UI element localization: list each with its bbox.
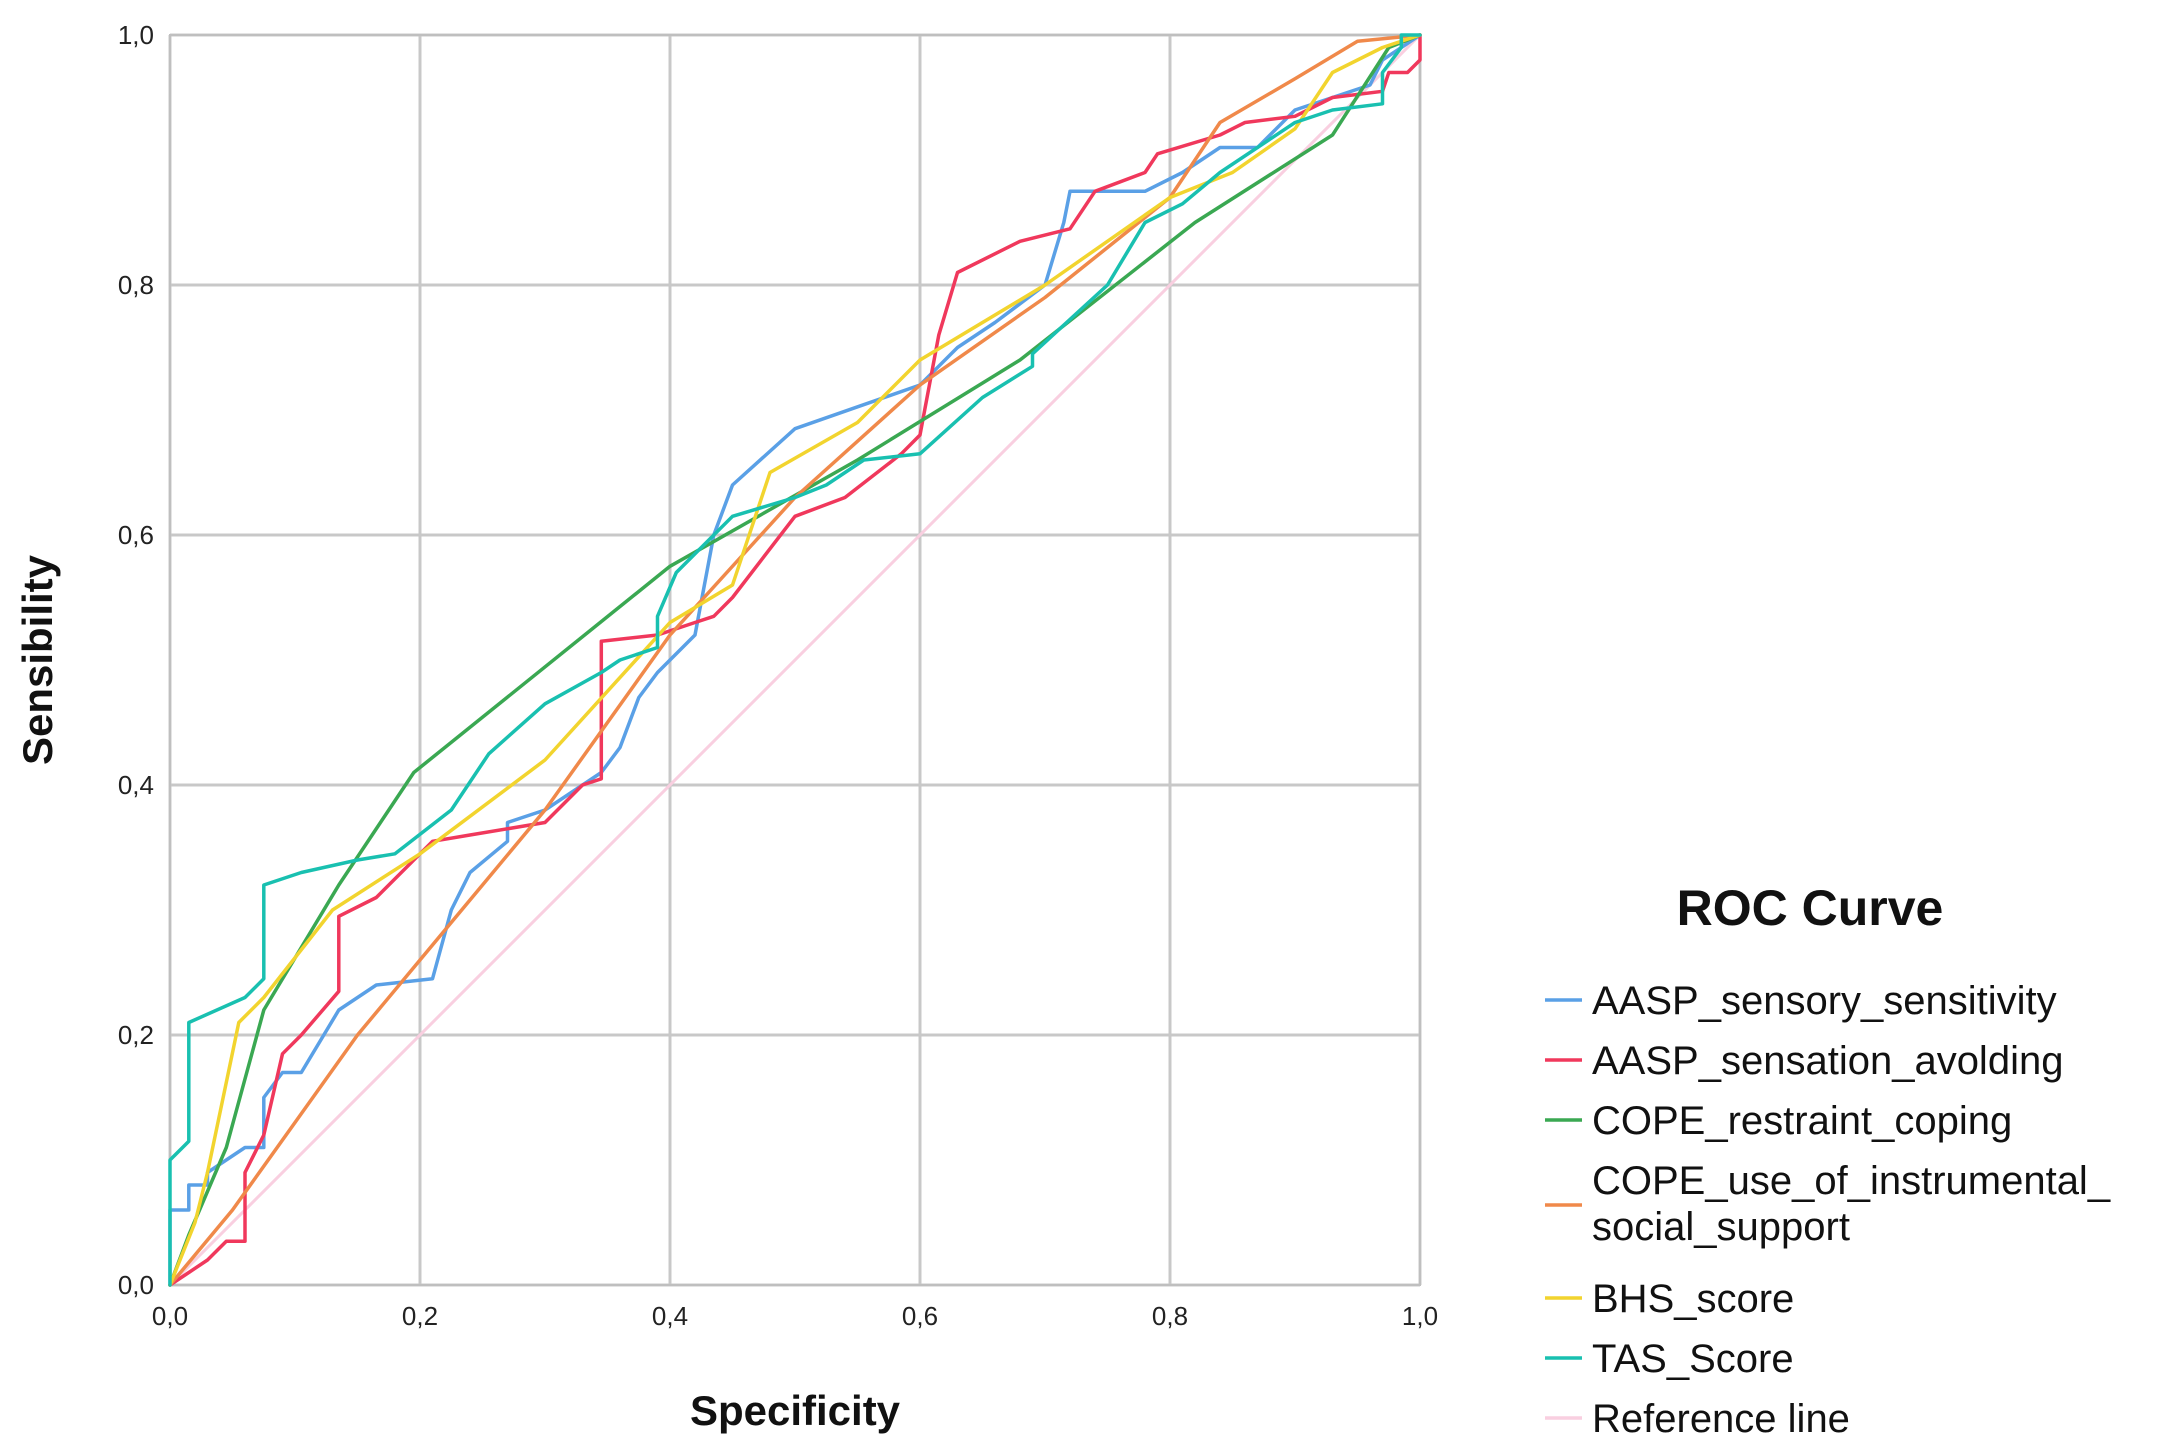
y-tick-label: 0,0 [118,1270,154,1300]
legend-title: ROC Curve [1677,880,1944,936]
series-lines [168,33,1422,1287]
legend-item-bhs-score: BHS_score [1545,1277,1794,1321]
legend-label: TAS_Score [1592,1337,1794,1381]
y-tick-label: 0,2 [118,1020,154,1050]
x-tick-label: 0,4 [652,1301,688,1331]
legend-item-cope-use-of-instrumental-social-support: COPE_use_of_instrumental_ social_support [1545,1159,2111,1249]
legend-item-aasp-sensory-sensitivity: AASP_sensory_sensitivity [1545,979,2057,1023]
legend: ROC Curve AASP_sensory_sensitivity AASP_s… [1545,880,2111,1441]
legend-item-tas-score: TAS_Score [1545,1337,1794,1381]
series-line-aasp-sensation-avolding [168,33,1422,1287]
series-line-reference-line [168,33,1422,1287]
x-tick-label: 0,6 [902,1301,938,1331]
y-tick-label: 0,8 [118,270,154,300]
series-line-cope-restraint-coping [168,33,1422,1287]
y-tick-label: 1,0 [118,20,154,50]
legend-item-cope-restraint-coping: COPE_restraint_coping [1545,1099,2012,1143]
tick-labels: 0,0 0,2 0,4 0,6 0,8 1,0 0,0 0,2 0,4 0,6 0,8 1,0 [118,20,1438,1331]
x-tick-label: 0,0 [152,1301,188,1331]
series-line-aasp-sensory-sensitivity [168,33,1422,1287]
legend-label: AASP_sensory_sensitivity [1592,979,2057,1023]
legend-item-reference-line: Reference line [1545,1397,1850,1441]
series-line-bhs-score [168,33,1422,1287]
legend-label: Reference line [1592,1397,1850,1441]
legend-label: COPE_use_of_instrumental_ social_support [1592,1159,2111,1249]
x-tick-label: 0,2 [402,1301,438,1331]
legend-label: BHS_score [1592,1277,1794,1321]
series-line-tas-score [168,33,1422,1287]
x-tick-label: 0,8 [1152,1301,1188,1331]
y-tick-label: 0,4 [118,770,154,800]
x-tick-label: 1,0 [1402,1301,1438,1331]
y-tick-label: 0,6 [118,520,154,550]
legend-item-aasp-sensation-avolding: AASP_sensation_avolding [1545,1039,2063,1083]
plot-frame [169,34,1421,1286]
legend-label: COPE_restraint_coping [1592,1099,2012,1143]
x-axis-title: Specificity [690,1387,901,1434]
y-axis-title: Sensibility [14,554,61,765]
legend-label: AASP_sensation_avolding [1592,1039,2063,1083]
